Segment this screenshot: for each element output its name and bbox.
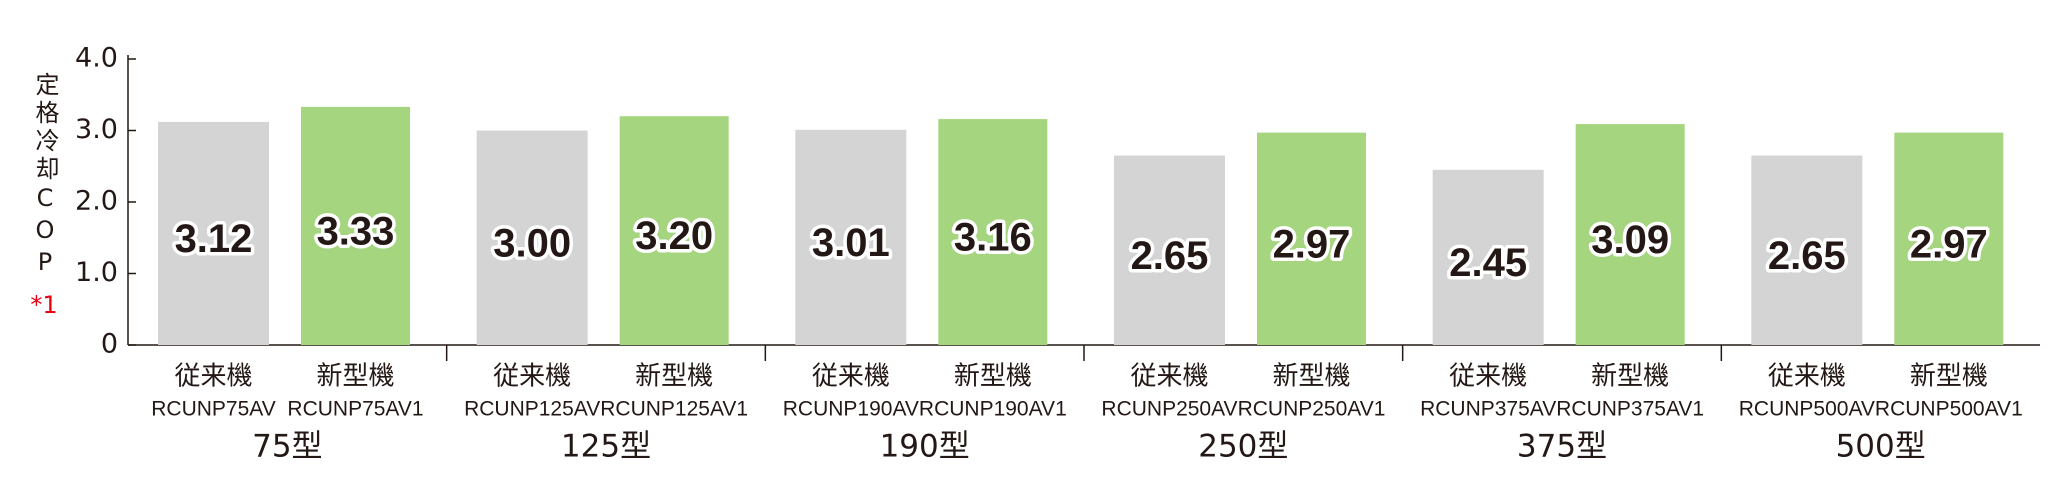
bar (795, 129, 907, 345)
series-label: 従来機 (812, 362, 890, 392)
series-label: 従来機 (174, 362, 252, 392)
category-label: 125型 (561, 429, 651, 465)
y-tick-label: 2.0 (75, 186, 118, 217)
model-label: RCUNP375AV (1420, 398, 1556, 421)
bar (1575, 124, 1685, 345)
series-label: 従来機 (1130, 362, 1208, 392)
bar (619, 116, 729, 345)
model-label: RCUNP250AV1 (1238, 398, 1386, 421)
model-label: RCUNP125AV (464, 398, 600, 421)
value-label: 3.16 (954, 216, 1032, 260)
value-label: 2.65 (1768, 234, 1846, 278)
series-label: 新型機 (1272, 362, 1350, 392)
value-label: 3.01 (812, 221, 890, 265)
value-label: 3.33 (317, 210, 395, 254)
value-label: 2.65 (1131, 234, 1209, 278)
model-label: RCUNP75AV1 (287, 398, 423, 421)
series-label: 新型機 (635, 362, 713, 392)
bar (301, 106, 410, 345)
value-label: 3.20 (635, 214, 713, 258)
series-label: 従来機 (1449, 362, 1527, 392)
category-label: 375型 (1517, 429, 1607, 465)
category-label: 500型 (1836, 429, 1926, 465)
model-label: RCUNP190AV1 (919, 398, 1067, 421)
model-label: RCUNP500AV (1739, 398, 1875, 421)
bar (1114, 155, 1225, 345)
category-label: 250型 (1198, 429, 1288, 465)
y-tick-label: 0 (101, 329, 118, 360)
bar (1432, 169, 1544, 345)
model-label: RCUNP75AV (151, 398, 275, 421)
value-label: 2.97 (1910, 222, 1988, 266)
value-label: 3.09 (1591, 218, 1669, 262)
model-label: RCUNP125AV1 (600, 398, 748, 421)
value-label: 2.97 (1273, 222, 1351, 266)
bar (1257, 132, 1366, 345)
category-label: 190型 (880, 429, 970, 465)
bar (476, 130, 588, 345)
value-label: 3.12 (175, 217, 253, 261)
bar (158, 121, 269, 345)
value-label: 3.00 (493, 221, 571, 265)
value-label: 2.45 (1449, 241, 1527, 285)
series-label: 従来機 (493, 362, 571, 392)
model-label: RCUNP250AV (1101, 398, 1237, 421)
series-label: 新型機 (1910, 362, 1988, 392)
y-tick-label: 1.0 (75, 257, 118, 288)
series-label: 従来機 (1768, 362, 1846, 392)
y-axis-note: *1 (30, 291, 57, 319)
series-label: 新型機 (316, 362, 394, 392)
model-label: RCUNP500AV1 (1875, 398, 2023, 421)
y-tick-label: 4.0 (75, 43, 118, 74)
model-label: RCUNP375AV1 (1556, 398, 1704, 421)
category-label: 75型 (252, 429, 322, 465)
series-label: 新型機 (954, 362, 1032, 392)
bar (1894, 132, 2004, 345)
y-tick-label: 3.0 (75, 114, 118, 145)
y-axis-label: 定格冷却COP (31, 72, 59, 280)
model-label: RCUNP190AV (783, 398, 919, 421)
series-label: 新型機 (1591, 362, 1669, 392)
bar (1751, 155, 1863, 345)
bar (938, 119, 1048, 345)
